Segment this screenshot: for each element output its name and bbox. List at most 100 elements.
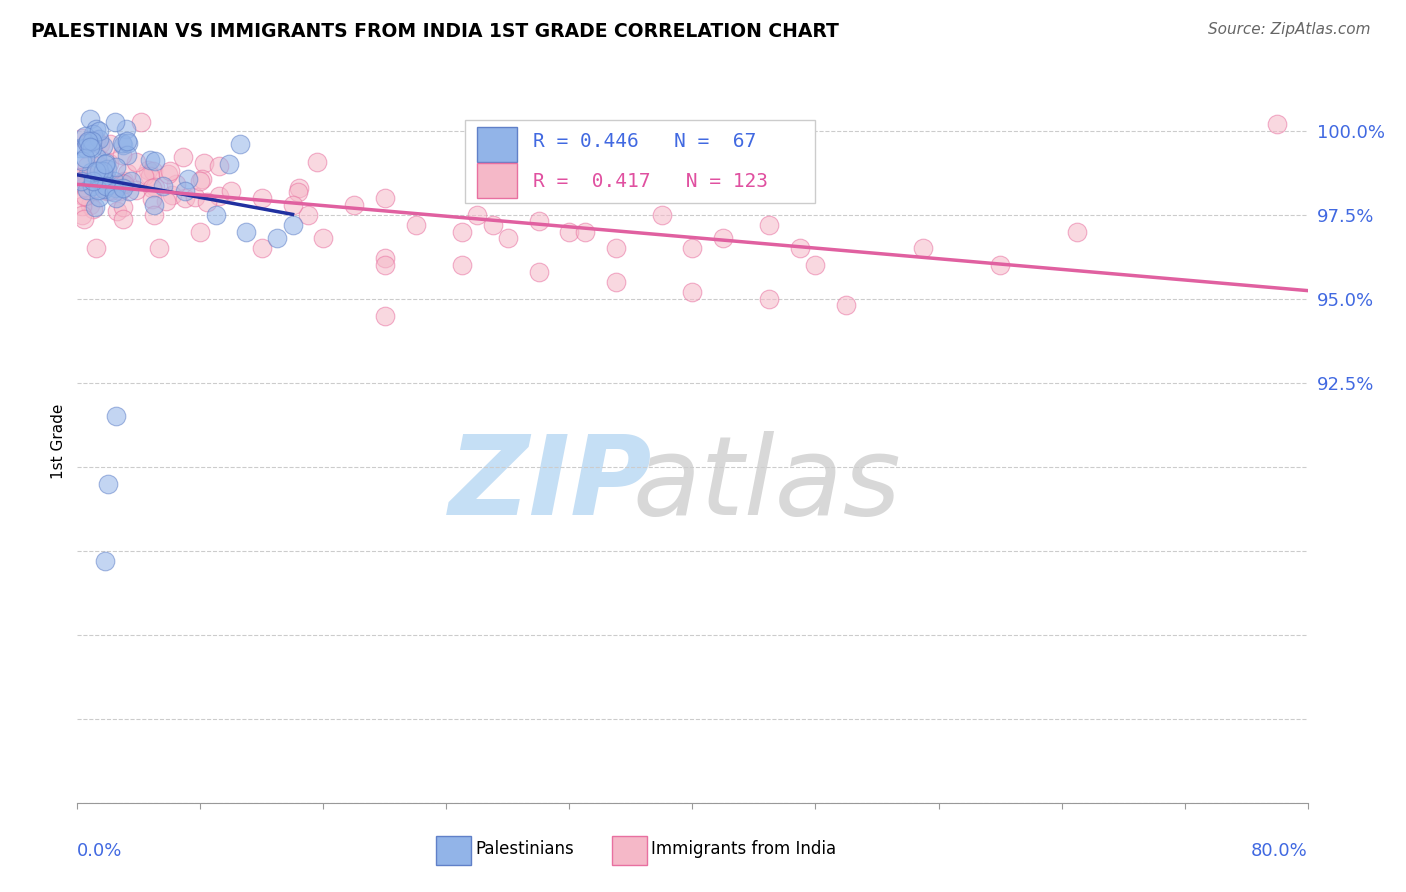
Point xyxy=(105,179,128,194)
Point xyxy=(87,163,110,178)
Point xyxy=(115,134,138,148)
Point xyxy=(281,197,304,211)
Point xyxy=(219,184,242,198)
Point xyxy=(84,181,107,195)
Point xyxy=(91,164,114,178)
Point xyxy=(104,409,127,424)
Point xyxy=(287,185,309,199)
Text: ZIP: ZIP xyxy=(450,432,652,539)
Point xyxy=(111,201,134,215)
Point xyxy=(104,115,127,129)
Text: Palestinians: Palestinians xyxy=(475,840,574,858)
Point xyxy=(93,172,115,186)
Point xyxy=(105,203,128,218)
Point xyxy=(481,218,503,232)
Point xyxy=(188,174,212,188)
Point xyxy=(312,231,335,245)
Point xyxy=(111,148,134,162)
Point xyxy=(682,285,704,299)
Point xyxy=(157,167,180,181)
Point xyxy=(87,173,110,187)
Point xyxy=(97,178,120,193)
Point xyxy=(235,225,257,239)
FancyBboxPatch shape xyxy=(465,120,815,203)
Point xyxy=(297,208,319,222)
Point xyxy=(450,225,472,239)
Point xyxy=(266,231,288,245)
Point xyxy=(79,140,101,154)
Point xyxy=(84,241,107,255)
Point xyxy=(912,241,935,255)
Point xyxy=(86,151,108,165)
Point xyxy=(87,183,110,197)
Point xyxy=(711,231,734,245)
Point xyxy=(789,241,811,255)
Point xyxy=(111,176,134,190)
Point xyxy=(465,208,488,222)
Point xyxy=(229,136,252,151)
Point xyxy=(131,115,153,129)
Point xyxy=(94,179,117,194)
Point xyxy=(165,178,187,192)
Point xyxy=(82,127,104,141)
Point xyxy=(605,275,627,289)
Point xyxy=(374,258,396,272)
Text: atlas: atlas xyxy=(631,432,901,539)
Point xyxy=(208,189,231,203)
Point xyxy=(287,181,309,195)
Text: PALESTINIAN VS IMMIGRANTS FROM INDIA 1ST GRADE CORRELATION CHART: PALESTINIAN VS IMMIGRANTS FROM INDIA 1ST… xyxy=(31,22,839,41)
Point xyxy=(96,171,118,186)
Point xyxy=(98,184,121,198)
Point xyxy=(80,134,103,148)
Point xyxy=(80,141,103,155)
Point xyxy=(82,179,104,194)
Point xyxy=(112,181,135,195)
Y-axis label: 1st Grade: 1st Grade xyxy=(51,404,66,479)
Point xyxy=(73,141,96,155)
Point xyxy=(115,148,138,162)
Point xyxy=(66,170,89,185)
Point xyxy=(91,139,114,153)
Point xyxy=(174,184,197,198)
Point xyxy=(139,153,162,168)
Text: R = 0.446   N =  67: R = 0.446 N = 67 xyxy=(533,132,756,152)
Point xyxy=(69,175,91,189)
Point xyxy=(250,241,273,255)
Point xyxy=(93,171,115,186)
Point xyxy=(96,184,118,198)
Point xyxy=(143,208,166,222)
Text: R =  0.417   N = 123: R = 0.417 N = 123 xyxy=(533,172,768,191)
Text: 80.0%: 80.0% xyxy=(1251,842,1308,860)
Point xyxy=(76,136,98,151)
Point xyxy=(374,252,396,266)
Point xyxy=(195,194,218,209)
Point xyxy=(218,157,240,171)
Point xyxy=(83,200,105,214)
Point xyxy=(96,156,118,170)
Point xyxy=(162,188,184,202)
Point xyxy=(112,177,135,191)
Point xyxy=(80,165,103,179)
Point xyxy=(184,190,207,204)
Point xyxy=(758,218,780,232)
Point xyxy=(112,212,135,227)
Point xyxy=(82,202,104,217)
Point xyxy=(104,160,127,174)
Point xyxy=(139,169,162,184)
Point xyxy=(84,164,107,178)
Point xyxy=(172,150,194,164)
Point xyxy=(204,208,226,222)
Point xyxy=(191,172,214,186)
Point xyxy=(112,137,135,152)
Point xyxy=(207,159,229,173)
Point xyxy=(105,181,128,195)
Point xyxy=(125,155,148,169)
Point xyxy=(988,258,1011,272)
Point xyxy=(70,174,93,188)
Point xyxy=(120,174,142,188)
Point xyxy=(574,225,596,239)
Point xyxy=(112,173,135,187)
Point xyxy=(72,189,94,203)
Point xyxy=(117,136,139,150)
Point xyxy=(141,192,163,206)
